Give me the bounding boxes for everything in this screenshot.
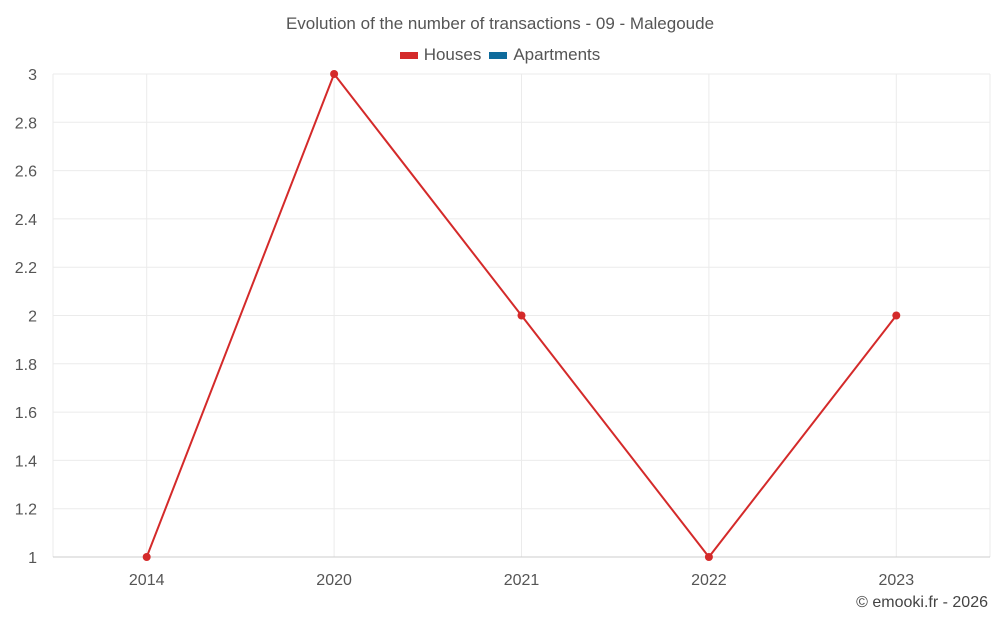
data-point-houses [330, 70, 339, 78]
y-tick-label: 1.8 [15, 357, 37, 374]
legend: Houses Apartments [0, 45, 1000, 65]
legend-swatch-apartments [489, 51, 508, 59]
y-tick-label: 2.4 [15, 212, 37, 229]
x-tick-label: 2021 [504, 572, 540, 589]
y-tick-label: 2.6 [15, 164, 37, 181]
y-tick-label: 2 [28, 309, 37, 326]
data-point-houses [892, 311, 901, 320]
y-tick-label: 2.8 [15, 115, 37, 132]
y-tick-label: 1.4 [15, 453, 37, 470]
copyright-credit: © emooki.fr - 2026 [856, 594, 988, 611]
data-point-houses [517, 311, 526, 320]
data-point-houses [142, 553, 151, 561]
x-tick-label: 2014 [129, 572, 165, 589]
chart-title: Evolution of the number of transactions … [285, 14, 715, 33]
legend-item-houses[interactable]: Houses [399, 45, 482, 65]
legend-swatch-houses [399, 51, 418, 59]
x-tick-label: 2023 [879, 572, 915, 589]
y-tick-label: 3 [28, 67, 37, 84]
y-tick-label: 2.2 [15, 260, 37, 277]
y-tick-label: 1.2 [15, 502, 37, 519]
legend-item-apartments[interactable]: Apartments [489, 45, 600, 65]
x-tick-label: 2020 [316, 572, 352, 589]
legend-label-apartments: Apartments [513, 45, 601, 64]
y-tick-label: 1 [28, 550, 37, 567]
x-tick-label: 2022 [691, 572, 727, 589]
data-point-houses [704, 553, 713, 561]
y-tick-label: 1.6 [15, 405, 37, 422]
legend-label-houses: Houses [423, 45, 482, 64]
